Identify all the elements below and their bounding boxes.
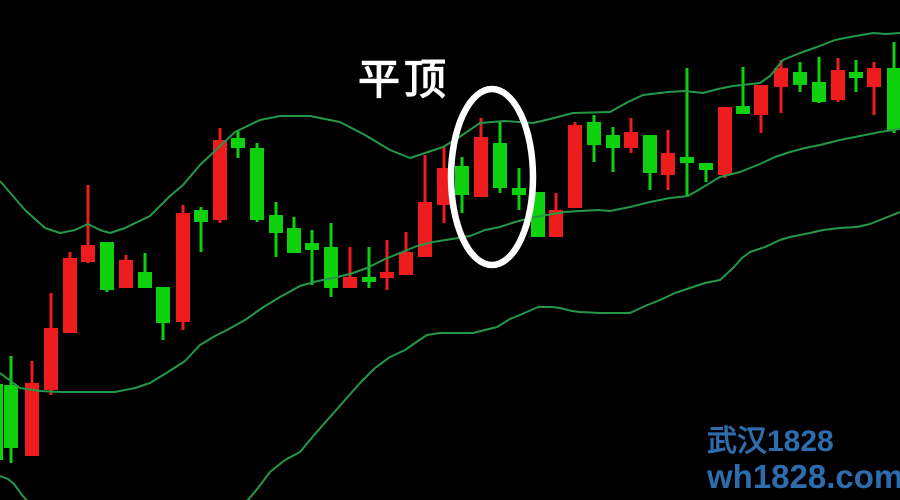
candle-body [0, 384, 3, 460]
candle-body [699, 163, 713, 170]
candle-body [812, 82, 826, 102]
candle-body [25, 383, 39, 456]
candle-body [736, 106, 750, 114]
candle-body [305, 243, 319, 250]
candle-body [624, 132, 638, 148]
candle-body [793, 72, 807, 85]
candle-body [418, 202, 432, 257]
candle-body [362, 277, 376, 282]
candle-body [287, 228, 301, 253]
bollinger-middle-band [0, 128, 900, 393]
candle-body [831, 70, 845, 100]
candle-body [774, 68, 788, 87]
candle-body [380, 272, 394, 278]
candle-body [587, 122, 601, 145]
candle-body [754, 85, 768, 115]
watermark-domain: wh1828.com [707, 458, 900, 495]
candle-body [194, 210, 208, 222]
bollinger-upper-band [0, 32, 900, 234]
candle-body [63, 258, 77, 333]
candle-body [887, 68, 900, 130]
candle-body [437, 168, 451, 205]
candle-body [4, 385, 18, 448]
candle-body [100, 242, 114, 290]
candle-body [661, 153, 675, 175]
annotation-flat-top-label: 平顶 [358, 56, 451, 103]
watermark-brand-cn: 武汉1828 [707, 425, 834, 458]
candle-body [680, 157, 694, 163]
candle-body [867, 68, 881, 87]
candle-body [643, 135, 657, 173]
candle-body [606, 135, 620, 148]
candle-body [269, 215, 283, 233]
bollinger-lower-band [0, 211, 900, 500]
candle-body [343, 277, 357, 288]
candle-body [119, 260, 133, 288]
candle-body [176, 213, 190, 322]
candle-body [399, 252, 413, 275]
highlight-ellipse [447, 85, 537, 269]
candle-body [718, 107, 732, 175]
candle-body [568, 125, 582, 208]
candle-body [474, 137, 488, 197]
candle-body [231, 138, 245, 148]
candle-body [44, 328, 58, 390]
candle-body [455, 166, 469, 195]
candle-body [213, 140, 227, 220]
candle-body [156, 287, 170, 323]
candle-body [81, 245, 95, 262]
candle-body [549, 210, 563, 237]
candle-body [250, 148, 264, 220]
candle-body [324, 247, 338, 288]
candle-body [512, 188, 526, 195]
candle-body [493, 143, 507, 188]
candle-body [138, 272, 152, 288]
watermark: 武汉1828 wh1828.com [707, 425, 900, 495]
candle-body [849, 72, 863, 78]
